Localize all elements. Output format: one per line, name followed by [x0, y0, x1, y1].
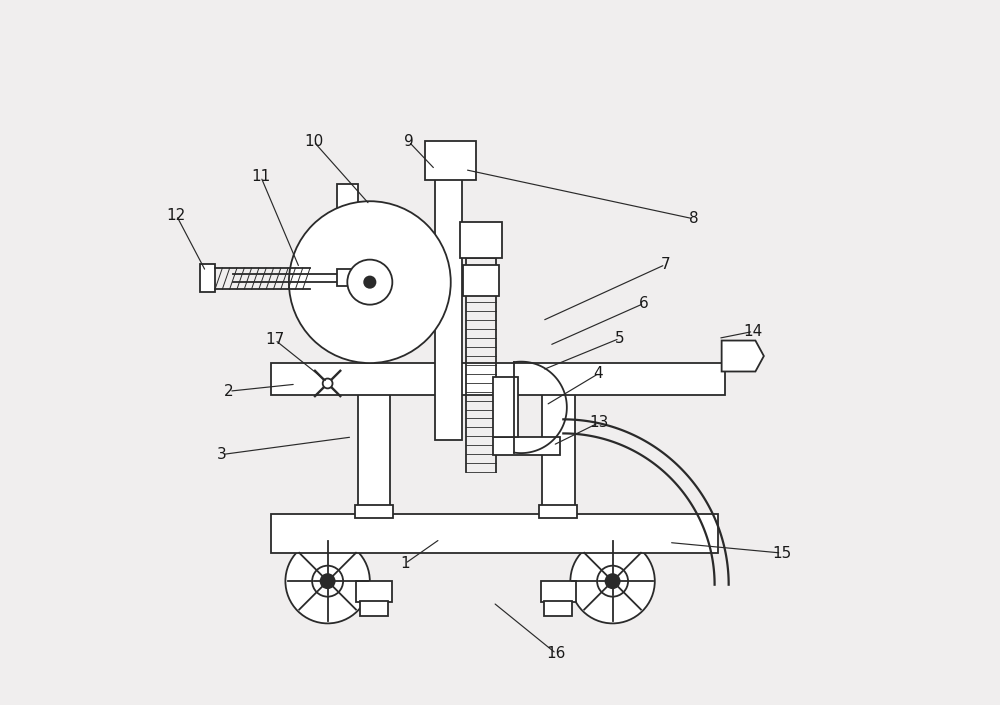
- Circle shape: [321, 574, 335, 588]
- Text: 8: 8: [689, 212, 698, 226]
- Text: 2: 2: [224, 384, 234, 399]
- Text: 3: 3: [217, 447, 227, 462]
- Circle shape: [606, 574, 620, 588]
- Text: 13: 13: [589, 415, 608, 430]
- Text: 10: 10: [304, 134, 323, 149]
- Bar: [355, 505, 393, 518]
- Bar: [271, 363, 725, 395]
- Bar: [360, 601, 388, 616]
- Text: 6: 6: [639, 295, 649, 311]
- Bar: [358, 391, 390, 515]
- Circle shape: [285, 539, 370, 623]
- Text: 16: 16: [547, 646, 566, 661]
- Text: 1: 1: [400, 556, 410, 571]
- Bar: [271, 515, 718, 553]
- Bar: [539, 505, 577, 518]
- Bar: [542, 391, 575, 515]
- Bar: [337, 269, 359, 286]
- Circle shape: [597, 565, 628, 596]
- Bar: [493, 437, 560, 455]
- Circle shape: [323, 379, 333, 388]
- Bar: [337, 183, 358, 352]
- Text: 12: 12: [167, 208, 186, 223]
- Bar: [541, 581, 576, 602]
- Bar: [493, 377, 518, 437]
- Text: 7: 7: [661, 257, 670, 272]
- Text: 15: 15: [772, 546, 791, 560]
- Polygon shape: [722, 341, 764, 372]
- Circle shape: [347, 259, 392, 305]
- Circle shape: [570, 539, 655, 623]
- Bar: [200, 264, 215, 292]
- Circle shape: [364, 276, 375, 288]
- Bar: [356, 581, 392, 602]
- Bar: [463, 264, 499, 296]
- Bar: [271, 379, 725, 388]
- Text: 11: 11: [251, 169, 270, 184]
- Bar: [544, 601, 572, 616]
- Bar: [425, 142, 476, 180]
- Bar: [435, 166, 462, 441]
- Circle shape: [289, 201, 451, 363]
- Text: 14: 14: [744, 324, 763, 339]
- Text: 5: 5: [615, 331, 624, 346]
- Text: 9: 9: [404, 134, 413, 149]
- Bar: [460, 222, 502, 257]
- Text: 4: 4: [594, 366, 603, 381]
- Circle shape: [312, 565, 343, 596]
- Text: 17: 17: [265, 332, 284, 348]
